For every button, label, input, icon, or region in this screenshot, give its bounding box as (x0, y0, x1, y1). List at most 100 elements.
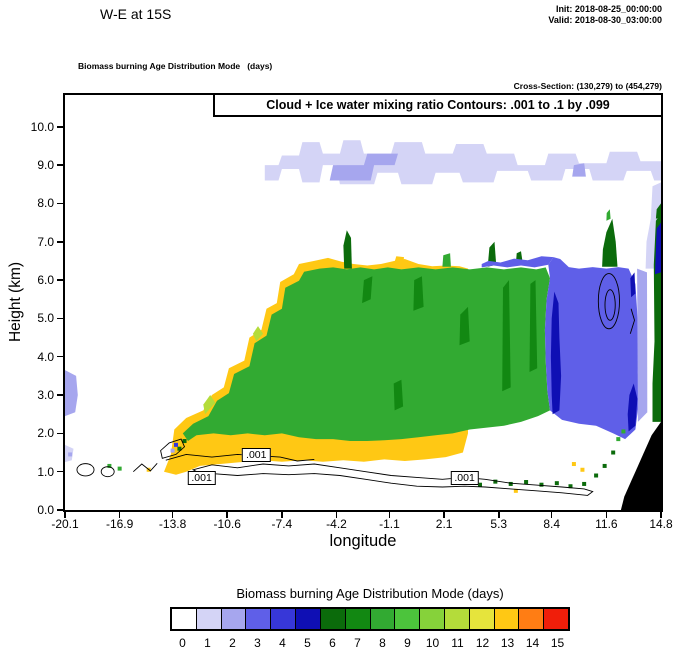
speckle (493, 479, 498, 484)
plot-area: .001 .001 .001 Cloud + Ice water mixing ra… (63, 93, 663, 512)
y-tick-mark (57, 394, 63, 396)
colorbar (170, 607, 570, 631)
colorbar-tick-label: 12 (475, 636, 490, 650)
speckle (611, 450, 616, 455)
y-tick-mark (57, 202, 63, 205)
cloud-001-lens (191, 463, 594, 496)
age6-top-spike-mid (487, 241, 497, 267)
colorbar-tick-label: 0 (179, 636, 186, 650)
speckle (602, 463, 607, 468)
x-tick-label: -4.2 (326, 517, 347, 531)
x-tick-label: -16.9 (105, 517, 134, 531)
y-tick-label: 1.0 (37, 464, 54, 479)
cloud-001-oval-a (76, 463, 95, 477)
y-tick-label: 10.0 (30, 119, 54, 134)
y-tick-mark (57, 509, 63, 511)
run-times: Init: 2018-08-25_00:00:00 Valid: 2018-08… (548, 4, 662, 26)
colorbar-cell (468, 609, 494, 629)
colorbar-cell (419, 609, 444, 629)
colorbar-cell (493, 609, 519, 629)
cloud-001-arc (629, 308, 635, 334)
cross-section-coords: Cross-Section: (130,279) to (454,279) (513, 81, 662, 91)
y-tick-mark (57, 126, 63, 128)
colorbar-title: Biomass burning Age Distribution Mode (d… (236, 586, 504, 601)
speckle (580, 467, 585, 472)
colorbar-tick-label: 13 (500, 636, 515, 650)
colorbar-cell (295, 609, 320, 629)
speckle (568, 484, 573, 489)
age6-top-spike-west (343, 230, 352, 269)
y-tick-mark (57, 279, 63, 281)
age5-right-column (655, 222, 661, 275)
colorbar-labels: 0 1 2 3 4 5 6 7 8 9 10 11 12 13 14 15 (170, 636, 570, 650)
y-tick-label: 7.0 (37, 234, 54, 249)
y-tick-label: 0.0 (37, 503, 54, 517)
age8-main-green-plume (182, 267, 551, 441)
speckle (594, 473, 599, 478)
speckle (177, 446, 182, 451)
y-tick-mark (57, 470, 63, 473)
age11-lime-fleck-2 (252, 326, 264, 342)
y-tick-mark (57, 432, 63, 435)
y-tick-label: 4.0 (37, 349, 54, 364)
speckle (107, 463, 112, 468)
age7-mottle-4 (502, 280, 511, 392)
contour-info-box: Cloud + Ice water mixing ratio Contours:… (213, 93, 663, 117)
colorbar-tick-label: 3 (254, 636, 261, 650)
speckle (182, 439, 187, 444)
x-tick-mark (171, 512, 174, 518)
colorbar-tick-label: 6 (329, 636, 336, 650)
colorbar-cell (319, 609, 345, 629)
age11-lime-fleck-1 (203, 395, 216, 415)
speckle (571, 462, 576, 467)
x-tick-label: -1.1 (379, 517, 400, 531)
age6-topright-blob (602, 218, 618, 267)
y-tick-label: 2.0 (37, 426, 54, 441)
age5-navy-speck (630, 272, 636, 298)
age8-topright-speck (606, 209, 611, 221)
colorbar-cell (195, 609, 221, 629)
x-tick-label: -13.8 (158, 517, 187, 531)
plot-overlay: .001 .001 .001 (65, 95, 661, 510)
colorbar-cell (172, 609, 196, 629)
age7-mottle-2 (413, 276, 424, 311)
colorbar-cell (518, 609, 544, 629)
variable-line-1: Biomass burning Age Distribution Mode (d… (78, 61, 273, 71)
speckle (621, 429, 626, 434)
age2-sliver-east-of-blue (637, 268, 648, 422)
colorbar-cell (543, 609, 568, 629)
contour-value-label: .001 (187, 470, 216, 485)
speckle (616, 437, 621, 442)
y-tick-label: 9.0 (37, 158, 54, 173)
cloud-001-left-blob (160, 438, 186, 459)
colorbar-cell (443, 609, 469, 629)
speckle (539, 482, 544, 487)
y-tick-mark (57, 164, 63, 166)
age2-left-edge-patch (65, 370, 78, 417)
x-tick-label: -20.1 (51, 517, 79, 531)
colorbar-cell (344, 609, 370, 629)
y-tick-mark (57, 317, 63, 320)
speckle (582, 481, 587, 486)
contour-value-label: .001 (242, 447, 271, 462)
x-tick-mark (443, 512, 445, 518)
x-tick-label: 8.4 (543, 517, 561, 531)
x-tick-mark (118, 512, 121, 518)
y-tick-mark (57, 241, 63, 243)
speckle (477, 482, 482, 487)
valid-time: Valid: 2018-08-30_03:00:00 (548, 15, 662, 25)
colorbar-tick-label: 9 (404, 636, 411, 650)
y-tick-label: 5.0 (37, 311, 54, 326)
colorbar-tick-label: 10 (425, 636, 440, 650)
age5-navy-streak-1 (550, 291, 562, 415)
age8-top-bump (442, 253, 451, 267)
x-tick-mark (64, 512, 66, 518)
age6-right-top-speck (655, 203, 661, 219)
speckle (68, 452, 73, 457)
cloud-001-oval-right-inner (604, 289, 616, 321)
cloud-001-squiggle (132, 462, 158, 473)
x-tick-label: 11.6 (595, 517, 618, 531)
age5-navy-streak-2 (627, 383, 638, 432)
colorbar-tick-label: 15 (550, 636, 565, 650)
age13-top-gold-bit (392, 256, 404, 268)
